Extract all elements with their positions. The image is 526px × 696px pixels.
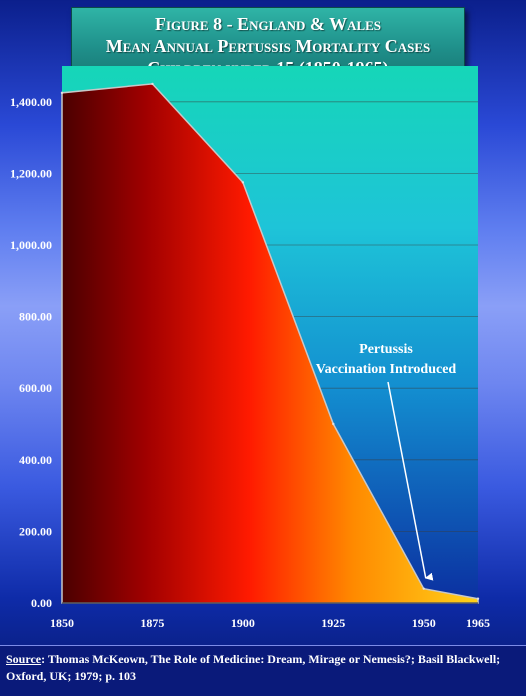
source-text: : Thomas McKeown, The Role of Medicine: … (6, 652, 501, 683)
x-tick-label: 1900 (231, 616, 255, 630)
y-tick-label: 1,400.00 (10, 95, 52, 109)
y-tick-label: 1,000.00 (10, 238, 52, 252)
source-footer: Source: Thomas McKeown, The Role of Medi… (0, 645, 526, 696)
annotation-line-2: Vaccination Introduced (316, 362, 457, 377)
y-tick-label: 0.00 (31, 596, 52, 610)
x-axis: 1850 1875 1900 1925 1950 1965 (50, 616, 490, 630)
x-tick-label: 1875 (140, 616, 164, 630)
x-tick-label: 1925 (321, 616, 345, 630)
data-point (332, 422, 335, 426)
title-line-1: Figure 8 - England & Wales (154, 14, 382, 34)
y-tick-label: 800.00 (19, 310, 52, 324)
data-point (422, 587, 425, 590)
data-point (241, 181, 245, 184)
data-point (151, 82, 154, 86)
source-label: Source (6, 652, 42, 666)
y-tick-label: 600.00 (19, 381, 52, 395)
annotation-arrow (387, 381, 434, 581)
y-tick-label: 1,200.00 (10, 166, 52, 180)
y-tick-label: 400.00 (19, 453, 52, 467)
x-tick-label: 1965 (466, 616, 490, 630)
x-tick-label: 1950 (412, 616, 436, 630)
y-axis: 0.00 200.00 400.00 600.00 800.00 1,000.00 1,20… (10, 95, 52, 610)
data-point (60, 91, 64, 95)
title-line-2: Mean Annual Pertussis Mortality Cases (105, 36, 431, 56)
area-chart: 0.00 200.00 400.00 600.00 800.00 1,000.00 1,20… (10, 66, 490, 630)
annotation-line-1: Pertussis (359, 342, 413, 357)
data-points (60, 82, 480, 600)
x-tick-label: 1850 (50, 616, 74, 630)
y-tick-label: 200.00 (19, 524, 52, 538)
data-point (476, 597, 480, 600)
